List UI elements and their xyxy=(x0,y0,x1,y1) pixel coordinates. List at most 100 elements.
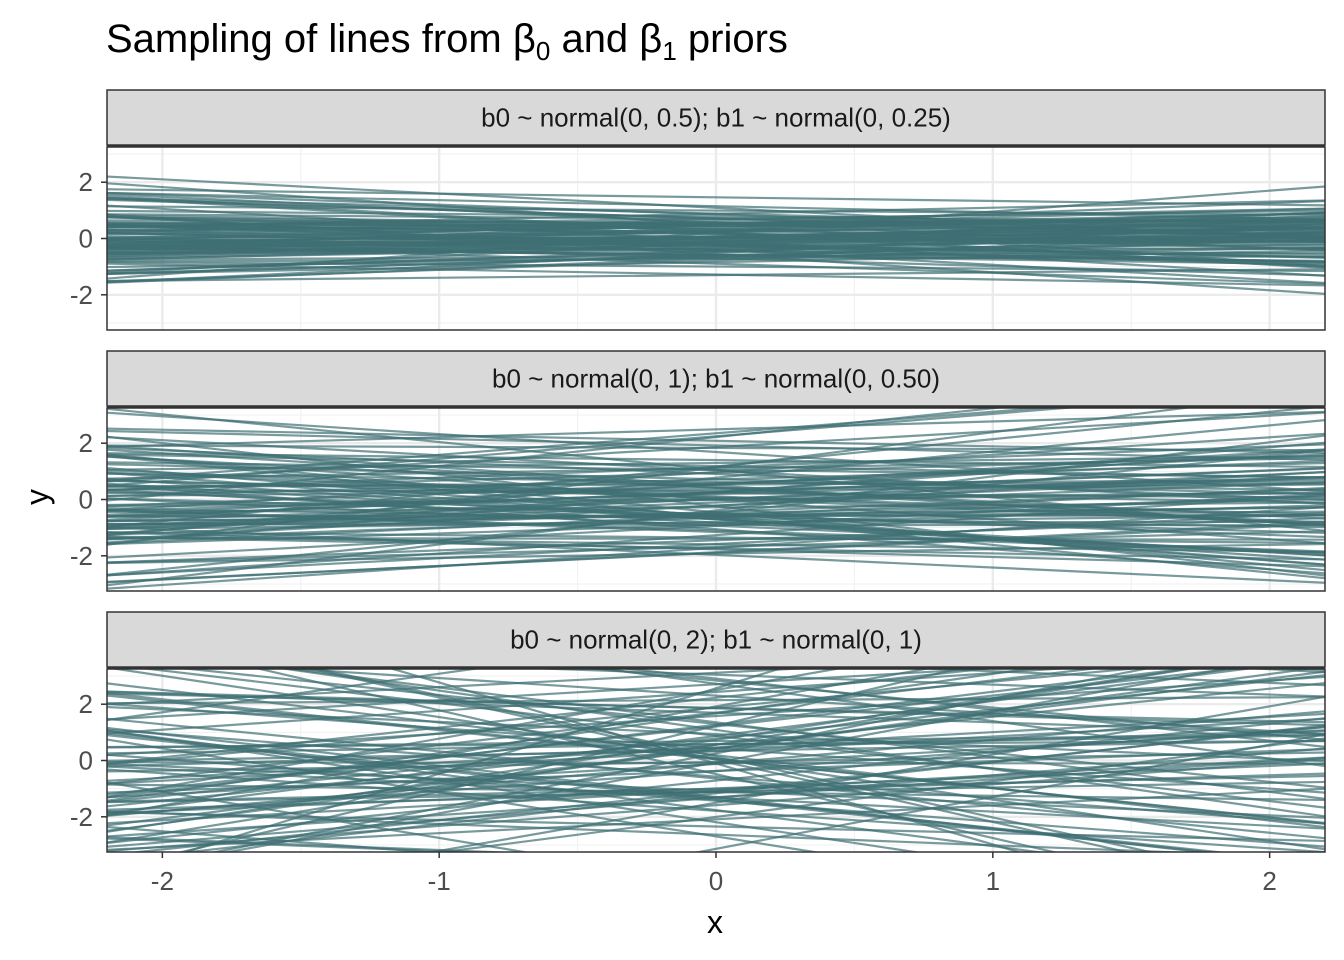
sampled-line xyxy=(107,669,481,722)
sampled-line xyxy=(107,218,1325,236)
chart-title: Sampling of lines from β0 and β1 priors xyxy=(106,17,788,66)
x-axis: -2 -1 0 1 2 xyxy=(151,852,1277,896)
facet-panels: b0 ~ normal(0, 0.5); b1 ~ normal(0, 0.25… xyxy=(70,89,1326,853)
sampled-line xyxy=(107,219,1325,228)
sampled-line xyxy=(107,251,1325,261)
sampled-line xyxy=(107,514,1325,518)
title-beta0-symbol: β xyxy=(513,17,536,61)
y-tick-label: -2 xyxy=(70,802,93,832)
sampled-line xyxy=(107,228,1325,251)
y-tick-label: 0 xyxy=(79,485,93,515)
sampled-line xyxy=(598,669,1325,768)
x-axis-title: x xyxy=(707,904,723,940)
sampled-line xyxy=(107,408,1193,546)
x-tick-label: 0 xyxy=(709,866,723,896)
sampled-lines xyxy=(107,669,1325,852)
sampled-line xyxy=(107,536,1325,561)
sampled-line xyxy=(107,525,1325,584)
sampled-lines xyxy=(107,408,1325,590)
sampled-line xyxy=(107,411,1325,493)
sampled-line xyxy=(107,717,1325,840)
sampled-line xyxy=(107,220,1325,256)
y-tick-label: 2 xyxy=(79,689,93,719)
sampled-line xyxy=(107,492,1325,508)
sampled-line xyxy=(107,410,1325,448)
facet-strip-label: b0 ~ normal(0, 2); b1 ~ normal(0, 1) xyxy=(510,625,922,655)
sampled-line xyxy=(107,204,1325,277)
title-suffix: priors xyxy=(677,17,788,61)
sampled-line xyxy=(107,467,1325,518)
sampled-line xyxy=(107,740,1325,749)
sampled-line xyxy=(181,669,783,852)
sampled-line xyxy=(107,787,1325,851)
title-middle: and xyxy=(550,17,639,61)
facet-panel: b0 ~ normal(0, 2); b1 ~ normal(0, 1) -2 0 2 xyxy=(70,611,1326,853)
sampled-line xyxy=(107,825,440,852)
facet-panel: b0 ~ normal(0, 0.5); b1 ~ normal(0, 0.25… xyxy=(70,89,1326,331)
sampled-line xyxy=(107,726,1211,852)
y-tick-label: -2 xyxy=(70,280,93,310)
sampled-line xyxy=(107,774,1325,803)
sampled-line xyxy=(107,520,1325,584)
y-tick-label: 0 xyxy=(79,746,93,776)
sampled-line xyxy=(107,837,493,852)
sampled-line xyxy=(179,669,1325,789)
sampled-line xyxy=(107,732,1228,852)
facet-panel: b0 ~ normal(0, 1); b1 ~ normal(0, 0.50) -… xyxy=(70,350,1326,592)
sampled-line xyxy=(426,695,1325,852)
sampled-line xyxy=(107,836,520,852)
sampled-lines xyxy=(107,175,1325,295)
title-beta1-symbol: β xyxy=(639,17,662,61)
title-prefix: Sampling of lines from xyxy=(106,17,513,61)
sampled-line xyxy=(107,811,1325,843)
sampled-line xyxy=(620,669,1325,749)
sampled-line xyxy=(107,444,1325,452)
sampled-line xyxy=(107,471,1325,566)
sampled-line xyxy=(107,669,811,706)
sampled-line xyxy=(107,452,1325,469)
sampled-line xyxy=(107,227,1325,261)
sampled-line xyxy=(107,753,1325,848)
sampled-line xyxy=(107,810,1196,852)
sampled-line xyxy=(107,185,1325,280)
sampled-line xyxy=(107,669,932,817)
facet-strip xyxy=(106,611,1326,668)
sampled-line xyxy=(107,429,1325,461)
facet-strip-label: b0 ~ normal(0, 0.5); b1 ~ normal(0, 0.25… xyxy=(481,103,951,133)
sampled-line xyxy=(107,768,1325,852)
facet-strip xyxy=(106,350,1326,407)
sampled-line xyxy=(107,669,1194,833)
sampled-line xyxy=(107,756,1325,825)
sampled-line xyxy=(586,669,1325,741)
x-tick-label: -2 xyxy=(151,866,174,896)
sampled-line xyxy=(313,669,1156,852)
sampled-line xyxy=(107,461,1325,479)
title-beta1-subscript: 1 xyxy=(662,36,676,66)
sampled-line xyxy=(107,669,1069,735)
sampled-line xyxy=(107,675,1325,757)
sampled-line xyxy=(107,199,1325,229)
sampled-line xyxy=(282,669,1325,800)
sampled-line xyxy=(107,487,1325,536)
sampled-line xyxy=(278,669,1325,736)
sampled-line xyxy=(107,213,1325,295)
x-tick-label: -1 xyxy=(428,866,451,896)
sampled-line xyxy=(107,175,1325,241)
sampled-line xyxy=(107,488,1325,557)
sampled-line xyxy=(107,509,1325,555)
sampled-line xyxy=(107,696,1325,705)
sampled-line xyxy=(107,669,1254,815)
sampled-line xyxy=(107,690,1325,735)
x-tick-label: 1 xyxy=(986,866,1000,896)
x-tick-label: 2 xyxy=(1262,866,1276,896)
sampled-line xyxy=(107,692,1325,825)
y-tick-label: 0 xyxy=(79,224,93,254)
sampled-line xyxy=(107,237,1325,256)
sampled-line xyxy=(107,479,1325,516)
sampled-line xyxy=(107,669,1316,832)
y-tick-label: 2 xyxy=(79,428,93,458)
facet-strip xyxy=(106,89,1326,146)
sampled-line xyxy=(434,737,1325,852)
sampled-line xyxy=(107,748,1325,794)
